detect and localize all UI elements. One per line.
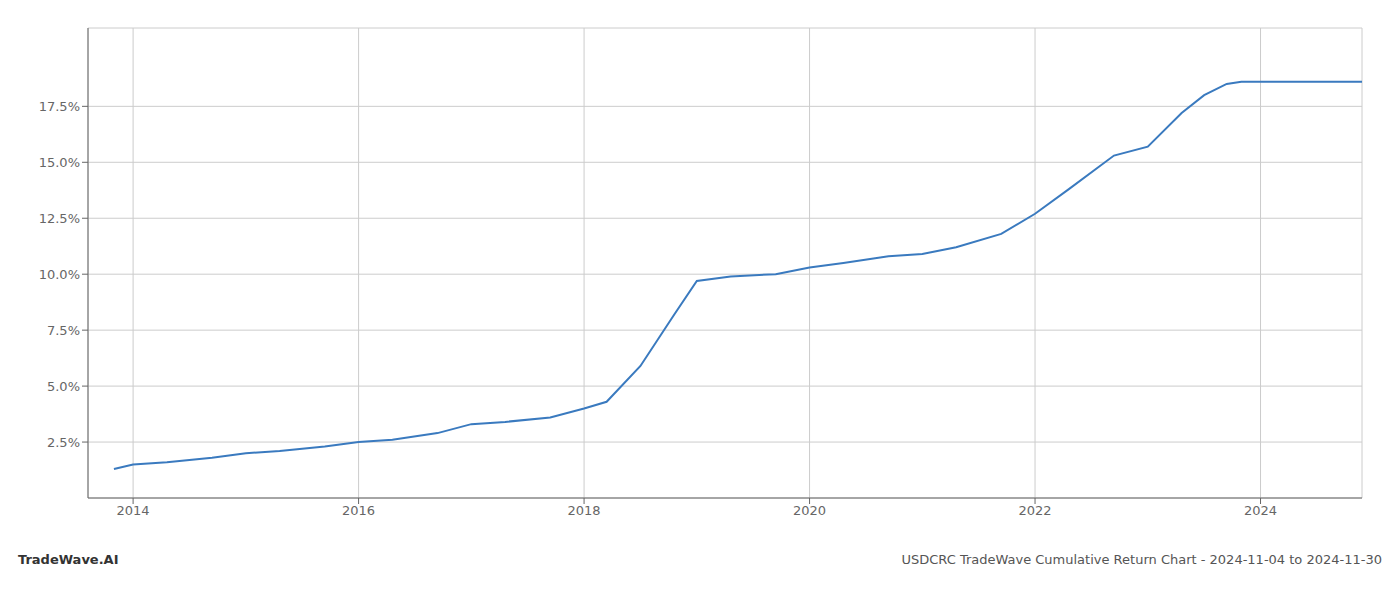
svg-text:2014: 2014: [117, 503, 150, 518]
html-text:TradeWave.AI: TradeWave.AI: [18, 552, 119, 567]
svg-text:12.5%: 12.5%: [39, 211, 80, 226]
svg-text:5.0%: 5.0%: [47, 379, 80, 394]
svg-text:7.5%: 7.5%: [47, 323, 80, 338]
html-text:USDCRC TradeWave Cumulative Re: USDCRC TradeWave Cumulative Return Chart…: [901, 552, 1382, 567]
svg-text:10.0%: 10.0%: [39, 267, 80, 282]
svg-text:2022: 2022: [1018, 503, 1051, 518]
svg-text:2016: 2016: [342, 503, 375, 518]
svg-text:2020: 2020: [793, 503, 826, 518]
svg-text:2018: 2018: [568, 503, 601, 518]
svg-text:17.5%: 17.5%: [39, 99, 80, 114]
svg-text:15.0%: 15.0%: [39, 155, 80, 170]
svg-text:2024: 2024: [1244, 503, 1277, 518]
svg-text:2.5%: 2.5%: [47, 435, 80, 450]
